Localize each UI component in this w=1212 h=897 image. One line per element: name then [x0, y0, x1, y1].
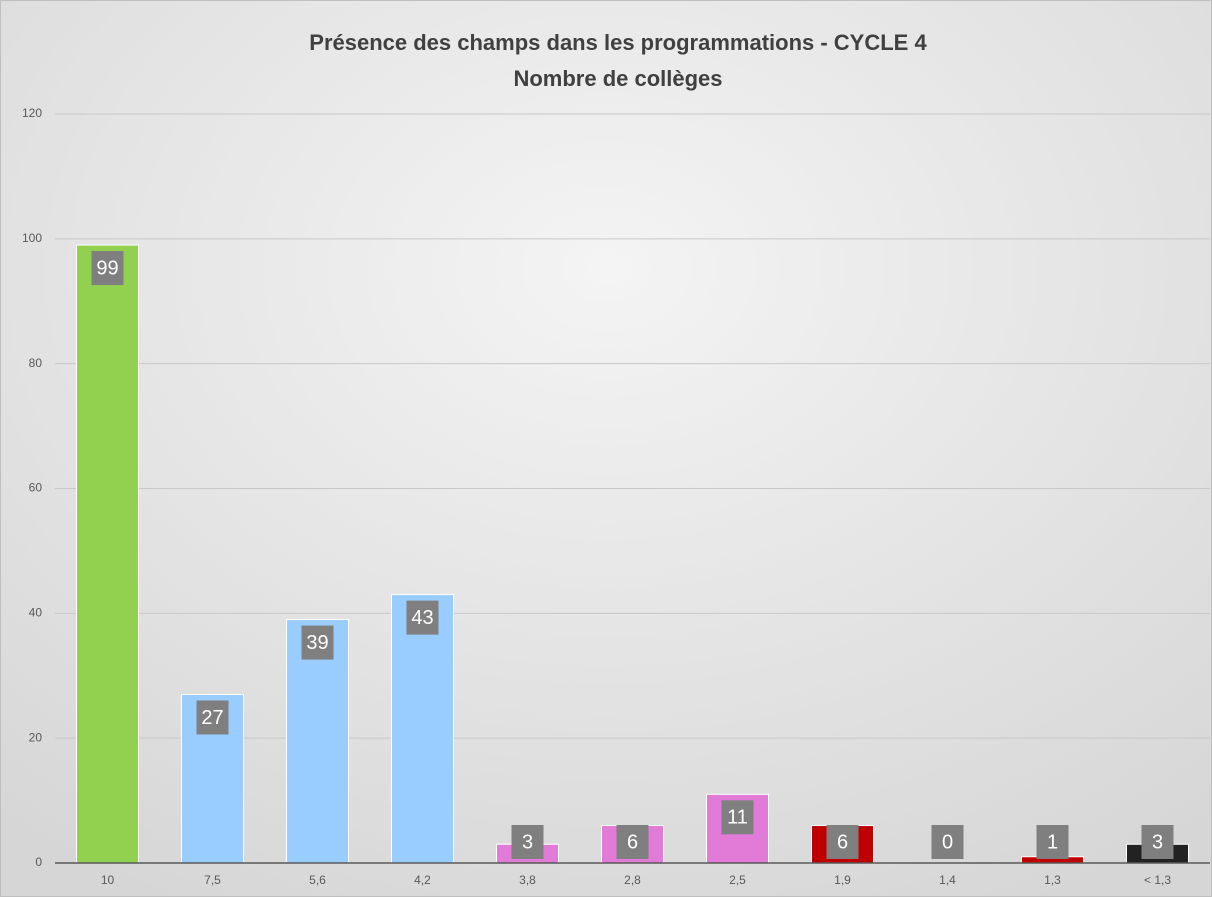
y-tick-label: 120 — [22, 106, 42, 120]
data-label-box — [616, 825, 649, 859]
data-label: 99 — [96, 257, 118, 279]
y-tick-label: 40 — [29, 606, 43, 620]
data-label-box — [721, 800, 754, 835]
x-tick-label: 2,5 — [729, 873, 746, 887]
data-label: 43 — [411, 607, 433, 629]
data-label: 3 — [522, 831, 533, 853]
bar — [391, 594, 454, 864]
data-label: 11 — [727, 807, 748, 829]
data-label-box — [826, 825, 859, 859]
x-tick-label: 1,9 — [834, 873, 851, 887]
y-tick-label: 80 — [29, 356, 43, 370]
data-label-box — [1141, 825, 1174, 859]
data-label-box — [511, 825, 544, 859]
x-tick-label: 1,4 — [939, 873, 956, 887]
bar — [76, 244, 139, 864]
x-tick-label: 2,8 — [624, 873, 641, 887]
x-tick-label: 5,6 — [309, 873, 326, 887]
x-tick-label: 3,8 — [519, 873, 536, 887]
y-tick-label: 100 — [22, 231, 42, 245]
y-tick-label: 20 — [29, 730, 43, 744]
data-label-box — [196, 700, 229, 735]
y-tick-label: 0 — [35, 855, 42, 869]
x-tick-label: 4,2 — [414, 873, 431, 887]
data-label: 39 — [306, 632, 328, 654]
x-tick-label: 7,5 — [204, 873, 221, 887]
data-label: 6 — [837, 831, 848, 853]
data-label-box — [406, 600, 439, 635]
bar — [286, 619, 349, 864]
data-label-box — [301, 625, 334, 660]
data-label-box — [1036, 825, 1069, 859]
x-tick-label: < 1,3 — [1144, 873, 1171, 887]
x-tick-label: 1,3 — [1044, 873, 1061, 887]
chart-title: Présence des champs dans les programmati… — [309, 30, 927, 55]
data-label: 27 — [201, 707, 223, 729]
data-label-box — [931, 825, 964, 859]
x-tick-label: 10 — [101, 873, 115, 887]
data-label-box — [91, 251, 124, 286]
data-label: 1 — [1047, 831, 1058, 853]
data-label: 3 — [1152, 831, 1163, 853]
y-tick-label: 60 — [29, 481, 43, 495]
data-label: 6 — [627, 831, 638, 853]
data-label: 0 — [942, 831, 953, 853]
chart-subtitle: Nombre de collèges — [513, 66, 722, 91]
